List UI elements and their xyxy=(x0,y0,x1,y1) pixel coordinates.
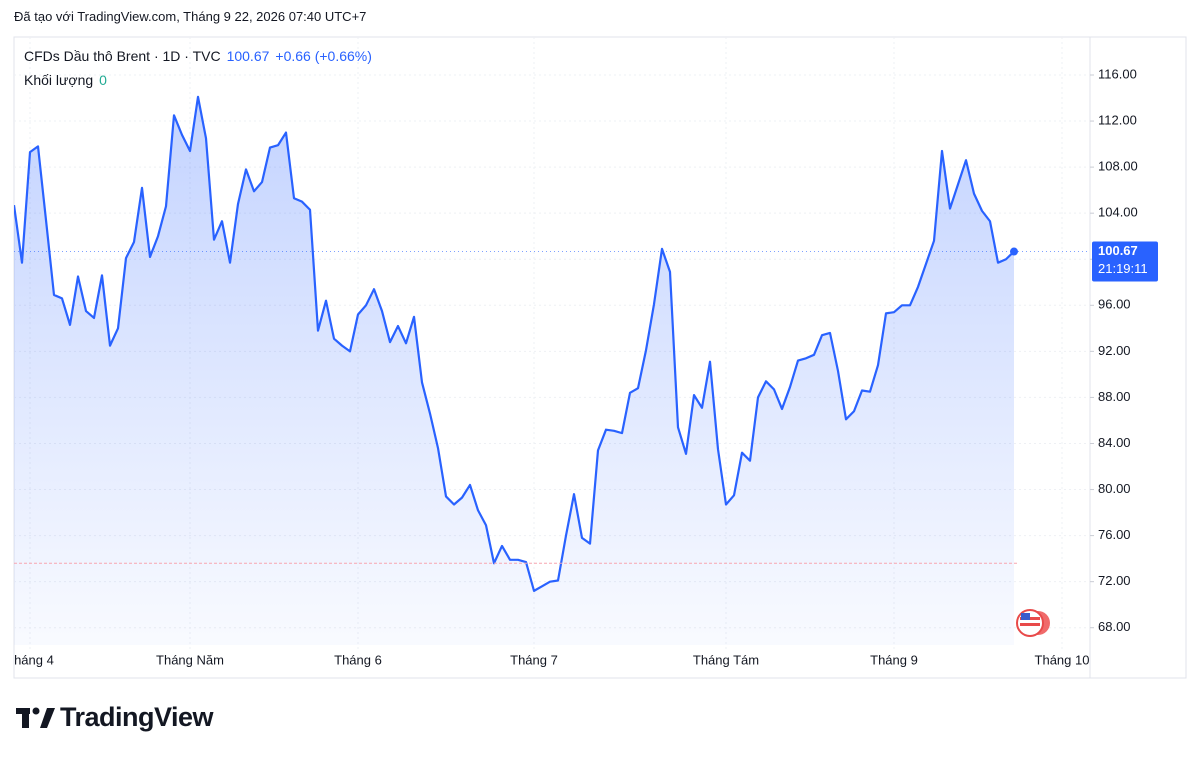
x-tick-label: Tháng 9 xyxy=(870,652,918,667)
y-tick-label: 108.00 xyxy=(1098,159,1138,174)
price-tag-value: 100.67 xyxy=(1098,243,1138,258)
y-tick-label: 92.00 xyxy=(1098,343,1131,358)
symbol: CFDs Dầu thô Brent · 1D · TVC xyxy=(24,48,221,64)
countdown: 21:19:11 xyxy=(1098,261,1148,276)
price-line xyxy=(14,95,1015,592)
x-tick-label: Tháng Tám xyxy=(693,652,759,667)
y-tick-label: 116.00 xyxy=(1098,66,1137,81)
currency-flag xyxy=(1016,609,1050,637)
x-tick-label: Tháng Năm xyxy=(156,652,224,667)
area xyxy=(14,96,1014,645)
y-tick-label: 104.00 xyxy=(1098,205,1138,220)
y-tick-label: 84.00 xyxy=(1098,435,1131,450)
y-tick-label: 76.00 xyxy=(1098,527,1131,542)
volume-label: Khối lượng xyxy=(24,72,94,88)
plot: Tháng 4 Tháng Năm Tháng 6 Tháng 7 Tháng Tám T… xyxy=(6,37,1090,667)
legend-change: +0.66 (+0.66%) xyxy=(275,48,372,64)
legend-price: 100.67 xyxy=(226,48,270,64)
tradingview-logo-icon xyxy=(16,707,55,728)
volume-row: Khối lượng 0 xyxy=(24,72,113,88)
x-tick-label: Tháng 10 xyxy=(1035,652,1090,667)
y-tick-label: 112.00 xyxy=(1098,112,1137,127)
y-tick-label: 68.00 xyxy=(1098,619,1131,634)
y-tick-label: 72.00 xyxy=(1098,573,1131,588)
created-note: Đã tạo với TradingView.com, Tháng 9 22, … xyxy=(14,9,367,24)
last-point xyxy=(1010,247,1018,256)
x-tick-label: Tháng 7 xyxy=(510,652,558,667)
y-tick-label: 80.00 xyxy=(1098,481,1131,496)
y-tick-label: 88.00 xyxy=(1098,389,1131,404)
logo: TradingView xyxy=(60,702,214,732)
y-tick-label: 96.00 xyxy=(1098,297,1131,312)
x-tick-label: Tháng 4 xyxy=(6,652,54,667)
volume-value: 0 xyxy=(99,72,107,88)
legend-row: CFDs Dầu thô Brent · 1D · TVC 100.67 +0.66… xyxy=(24,48,378,64)
x-tick-label: Tháng 6 xyxy=(334,652,382,667)
price-tag xyxy=(1092,241,1158,282)
